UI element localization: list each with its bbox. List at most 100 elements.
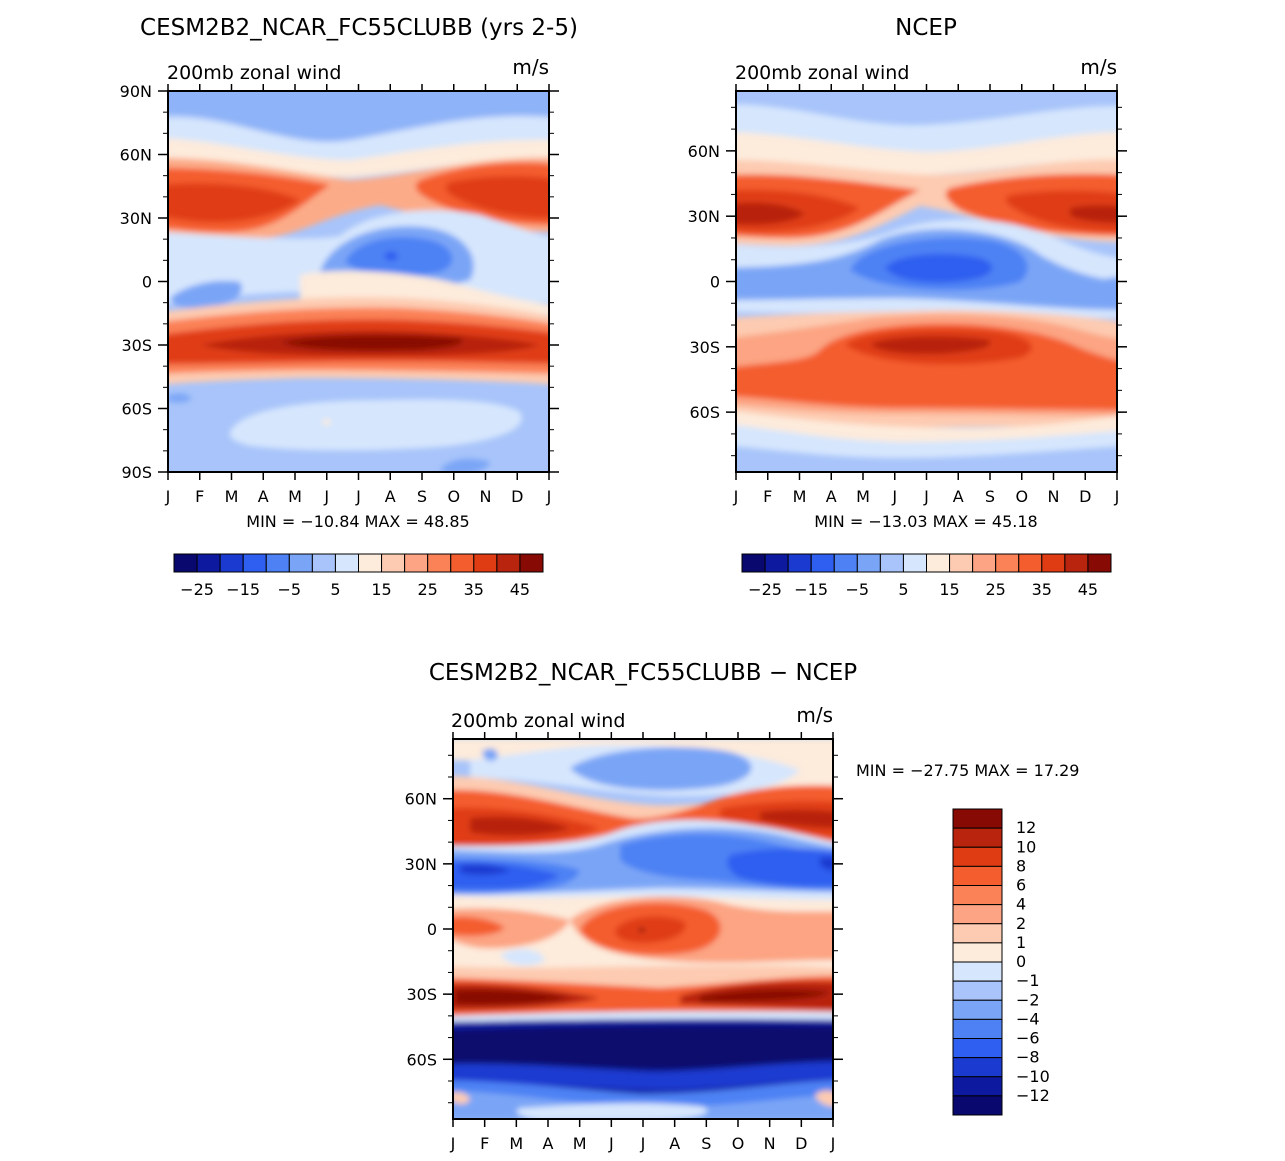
model-easterly-core xyxy=(384,251,398,261)
obs-x-tick-label: F xyxy=(763,487,772,506)
diff-colorbar-label: 0 xyxy=(1016,952,1026,971)
diff-colorbar-swatch xyxy=(952,1018,1003,1039)
model-colorbar-swatch xyxy=(473,553,498,573)
model-band-tropical-west xyxy=(170,280,242,309)
model-panel: CESM2B2_NCAR_FC55CLUBB (yrs 2-5) 200mb z… xyxy=(120,15,578,599)
model-x-tick-label: O xyxy=(447,487,460,506)
obs-colorbar-swatch xyxy=(856,553,881,573)
diff-colorbar-label: −8 xyxy=(1016,1048,1040,1067)
obs-x-tick-label: N xyxy=(1048,487,1060,506)
diff-colorbar-swatch xyxy=(952,904,1003,925)
obs-colorbar-swatch xyxy=(902,553,927,573)
diff-x-tick-label: S xyxy=(701,1134,711,1153)
model-x-tick-label: J xyxy=(355,487,361,506)
obs-x-tick-label: J xyxy=(923,487,929,506)
diff-colorbar-swatch xyxy=(952,885,1003,906)
diff-colorbar-label: −10 xyxy=(1016,1067,1050,1086)
obs-colorbar-label: 25 xyxy=(986,580,1006,599)
diff-colorbar-swatch xyxy=(952,865,1003,886)
diff-nh-neg-strong xyxy=(453,848,833,889)
diff-x-tick-label: J xyxy=(450,1134,456,1153)
obs-x-tick-label: M xyxy=(793,487,807,506)
diff-field xyxy=(453,739,833,1119)
diff-colorbar-swatch xyxy=(952,923,1003,944)
model-x-tick-label: J xyxy=(546,487,552,506)
diff-colorbar-label: 2 xyxy=(1016,914,1026,933)
model-colorbar-swatch xyxy=(173,553,198,573)
model-colorbar-swatch xyxy=(242,553,267,573)
diff-sh-neg-mid xyxy=(453,1062,833,1090)
model-field xyxy=(168,91,549,472)
model-y-tick-label: 90S xyxy=(121,463,152,482)
model-x-tick-label: D xyxy=(511,487,523,506)
diff-sh-pos-core xyxy=(455,989,830,1005)
diff-x-tick-label: M xyxy=(509,1134,523,1153)
obs-band-sh-light xyxy=(736,420,1117,458)
diff-y-tick-label: 0 xyxy=(427,920,437,939)
model-x-tick-label: M xyxy=(288,487,302,506)
model-colorbar: −25 −15 −5 5 15 25 35 45 xyxy=(173,553,544,599)
obs-colorbar-swatch xyxy=(949,553,974,573)
model-units: m/s xyxy=(512,55,549,79)
obs-jet-north-core xyxy=(736,202,1117,225)
model-x-tick-label: M xyxy=(225,487,239,506)
model-x-tick-label: J xyxy=(165,487,171,506)
model-colorbar-swatch xyxy=(519,553,544,573)
model-colorbar-swatch xyxy=(404,553,429,573)
obs-title: NCEP xyxy=(895,15,957,41)
diff-sh-neg-core xyxy=(453,1025,833,1070)
diff-colorbar-label: −12 xyxy=(1016,1086,1050,1105)
model-subtitle: 200mb zonal wind xyxy=(167,62,341,84)
obs-colorbar-label: −25 xyxy=(748,580,782,599)
diff-colorbar-swatch xyxy=(952,827,1003,848)
model-colorbar-swatch xyxy=(496,553,521,573)
diff-y-tick-label: 60N xyxy=(405,790,437,809)
model-jet-south-core xyxy=(280,334,463,351)
obs-x-tick-label: A xyxy=(953,487,964,506)
obs-x-tick-label: J xyxy=(733,487,739,506)
obs-colorbar-label: 15 xyxy=(939,580,959,599)
diff-x-tick-label: A xyxy=(669,1134,680,1153)
obs-colorbar-swatch xyxy=(741,553,766,573)
model-colorbar-swatch xyxy=(265,553,290,573)
model-colorbar-swatch xyxy=(334,553,359,573)
model-colorbar-label: 45 xyxy=(510,580,530,599)
diff-sh-polar-light xyxy=(516,1102,708,1119)
obs-y-tick-label: 60S xyxy=(689,403,720,422)
model-colorbar-swatch xyxy=(311,553,336,573)
obs-band-east-blue xyxy=(1085,277,1117,306)
diff-units: m/s xyxy=(796,703,833,727)
diff-stats: MIN = −27.75 MAX = 17.29 xyxy=(856,761,1079,780)
obs-colorbar-swatch xyxy=(833,553,858,573)
model-colorbar-swatch xyxy=(288,553,313,573)
obs-y-tick-label: 60N xyxy=(688,142,720,161)
model-colorbar-label: −15 xyxy=(226,580,260,599)
obs-colorbar-swatch xyxy=(972,553,997,573)
model-x-tick-label: J xyxy=(323,487,329,506)
obs-colorbar-swatch xyxy=(926,553,951,573)
diff-spot-polar-blue xyxy=(482,748,498,761)
model-colorbar-swatch xyxy=(450,553,475,573)
diff-colorbar-swatch xyxy=(952,942,1003,963)
diff-colorbar-swatch xyxy=(952,808,1003,829)
obs-jet-south-core xyxy=(870,336,991,355)
obs-colorbar-swatch xyxy=(1041,553,1066,573)
diff-nh-pos-core xyxy=(470,809,833,836)
model-spot-pale xyxy=(322,419,331,425)
diff-x-tick-label: N xyxy=(764,1134,776,1153)
diff-title: CESM2B2_NCAR_FC55CLUBB − NCEP xyxy=(429,660,857,686)
diff-colorbar-swatch xyxy=(952,980,1003,1001)
obs-x-tick-label: S xyxy=(985,487,995,506)
model-y-tick-label: 30S xyxy=(121,336,152,355)
model-colorbar-swatch xyxy=(427,553,452,573)
obs-colorbar-swatch xyxy=(879,553,904,573)
diff-x-tick-label: D xyxy=(795,1134,807,1153)
model-colorbar-swatch xyxy=(358,553,383,573)
model-colorbar-swatch xyxy=(219,553,244,573)
obs-band-nh-light xyxy=(736,104,1117,152)
